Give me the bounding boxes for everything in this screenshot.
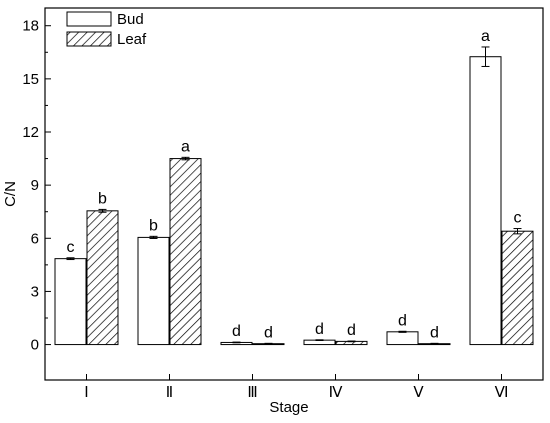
legend: Bud Leaf: [66, 11, 147, 48]
x-tick-label: Ⅰ: [84, 385, 88, 401]
x-tick-label: Ⅵ: [495, 385, 509, 401]
x-tick-label: Ⅲ: [247, 385, 257, 401]
y-tick-label: 3: [31, 283, 39, 300]
y-tick-label: 0: [31, 337, 39, 354]
plot-frame: [44, 7, 544, 381]
significance-label: d: [347, 322, 356, 339]
x-axis: Ⅰ Ⅱ Ⅲ Ⅳ Ⅴ Ⅵ: [84, 374, 508, 401]
y-tick-label: 12: [22, 124, 39, 141]
y-tick-label: 9: [31, 177, 39, 194]
bar-bud: [469, 56, 502, 346]
plot-border: [44, 7, 544, 381]
bar-bud: [137, 236, 170, 346]
significance-label: c: [67, 239, 75, 256]
x-tick-label: Ⅱ: [166, 385, 173, 401]
bar-bud: [54, 258, 87, 346]
legend-label-bud: Bud: [117, 11, 144, 28]
y-tick-label: 6: [31, 230, 39, 247]
y-tick-label: 15: [22, 71, 39, 88]
significance-label: c: [514, 210, 522, 227]
significance-label: d: [264, 324, 273, 341]
significance-labels-group: c b d d d a b a d d d c: [67, 28, 522, 341]
error-bars-group: [66, 46, 522, 345]
legend-swatch-leaf: [66, 31, 112, 47]
y-axis-title: C/N: [2, 181, 19, 207]
significance-label: a: [181, 138, 190, 155]
bar-leaf: [169, 158, 202, 346]
significance-label: b: [98, 190, 107, 207]
significance-label: d: [430, 324, 439, 341]
significance-label: a: [481, 28, 490, 45]
significance-label: d: [232, 323, 241, 340]
y-tick-label: 18: [22, 18, 39, 35]
legend-swatch-bud: [66, 11, 112, 27]
significance-label: b: [149, 217, 158, 234]
bar-bud: [386, 331, 419, 346]
x-tick-label: Ⅴ: [413, 385, 424, 401]
bar-leaf: [501, 230, 534, 346]
x-tick-label: Ⅳ: [329, 385, 343, 401]
y-axis: 0 3 6 9 12 15 18: [22, 18, 51, 354]
bar-leaf: [86, 210, 119, 346]
x-axis-title: Stage: [269, 399, 308, 416]
legend-label-leaf: Leaf: [117, 31, 147, 48]
significance-label: d: [398, 312, 407, 329]
bars-group: [54, 56, 534, 346]
significance-label: d: [315, 321, 324, 338]
